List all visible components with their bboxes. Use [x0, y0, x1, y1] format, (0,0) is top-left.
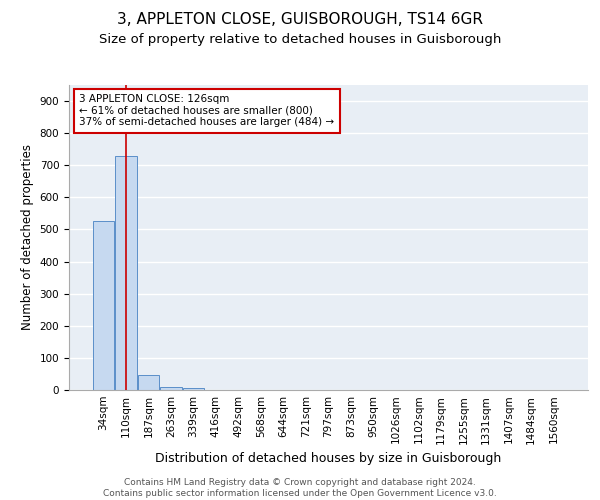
Bar — [137, 375, 159, 390]
Bar — [160, 387, 182, 390]
Bar — [115, 156, 137, 390]
X-axis label: Distribution of detached houses by size in Guisborough: Distribution of detached houses by size … — [155, 452, 502, 465]
Text: Contains HM Land Registry data © Crown copyright and database right 2024.
Contai: Contains HM Land Registry data © Crown c… — [103, 478, 497, 498]
Bar — [182, 388, 204, 390]
Bar — [92, 221, 114, 390]
Y-axis label: Number of detached properties: Number of detached properties — [21, 144, 34, 330]
Text: 3 APPLETON CLOSE: 126sqm
← 61% of detached houses are smaller (800)
37% of semi-: 3 APPLETON CLOSE: 126sqm ← 61% of detach… — [79, 94, 335, 128]
Text: 3, APPLETON CLOSE, GUISBOROUGH, TS14 6GR: 3, APPLETON CLOSE, GUISBOROUGH, TS14 6GR — [117, 12, 483, 28]
Text: Size of property relative to detached houses in Guisborough: Size of property relative to detached ho… — [99, 32, 501, 46]
